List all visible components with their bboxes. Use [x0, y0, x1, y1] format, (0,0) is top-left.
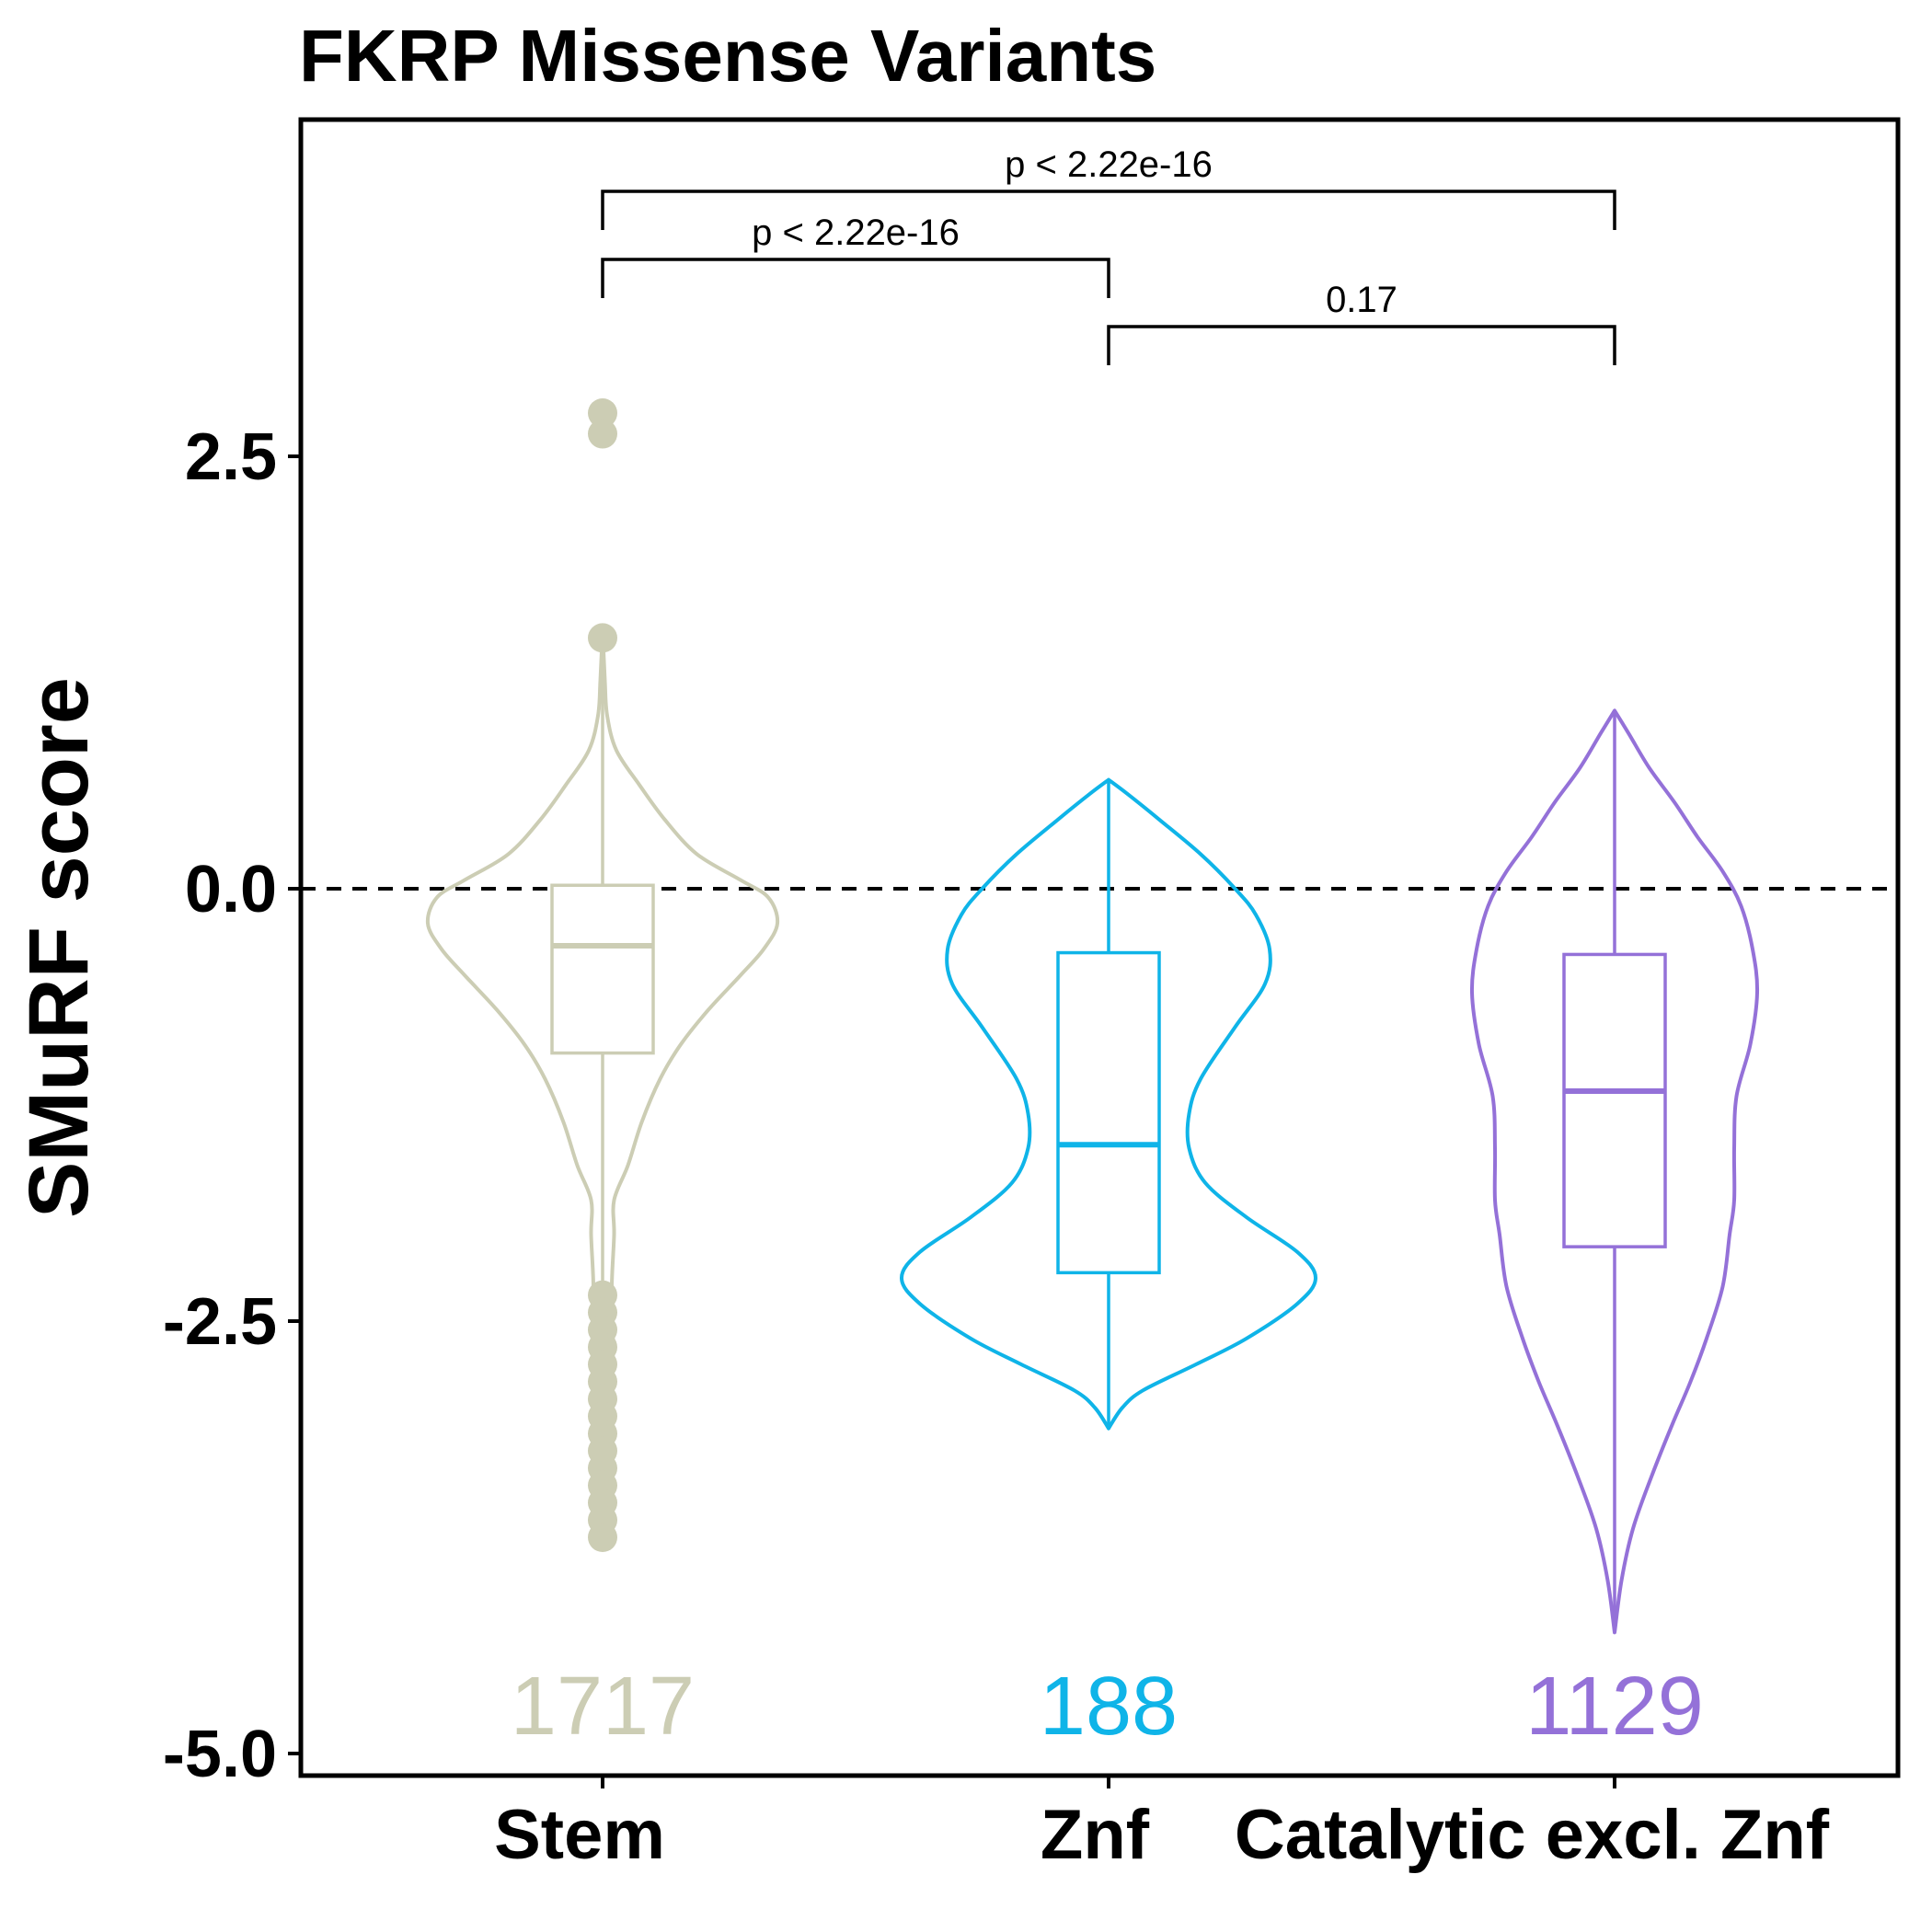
y-tick-label: -2.5	[163, 1285, 277, 1359]
chart-title: FKRP Missense Variants	[299, 15, 1156, 97]
significance-brackets: p < 2.22e-16 p < 2.22e-16 0.17	[601, 144, 1616, 365]
plot-frame	[298, 117, 1901, 1778]
violin-layer	[425, 398, 1760, 1635]
x-tick-label: Catalytic excl. Znf	[1235, 1796, 1830, 1874]
p-value-label: p < 2.22e-16	[1005, 144, 1213, 185]
box-iqr	[550, 883, 655, 1055]
comparison-bracket: p < 2.22e-16	[601, 213, 1110, 298]
violin-group-stem	[425, 398, 780, 1552]
y-axis-label: SMuRF score	[12, 677, 106, 1218]
p-value-label: 0.17	[1326, 280, 1397, 320]
comparison-bracket: 0.17	[1107, 280, 1616, 365]
y-tick-label: 2.5	[185, 420, 277, 494]
outlier-point	[588, 1523, 617, 1552]
outlier-point	[588, 419, 617, 449]
x-axis: Stem Znf Catalytic excl. Znf	[494, 1776, 1830, 1874]
group-count-label: 1717	[511, 1661, 695, 1753]
p-value-label: p < 2.22e-16	[752, 213, 960, 253]
box-iqr	[1056, 950, 1161, 1275]
group-count-label: 188	[1040, 1661, 1178, 1753]
outlier-point	[588, 398, 617, 428]
outlier-point	[588, 623, 617, 653]
y-tick-label: -5.0	[163, 1718, 277, 1791]
y-axis: 2.5 0.0 -2.5 -5.0	[163, 420, 301, 1791]
box-iqr	[1562, 952, 1667, 1248]
bracket-line	[1107, 325, 1616, 365]
comparison-bracket: p < 2.22e-16	[601, 144, 1616, 230]
group-counts: 1717 188 1129	[511, 1661, 1704, 1753]
y-tick-label: 0.0	[185, 853, 277, 926]
bracket-line	[601, 190, 1616, 230]
x-tick-label: Znf	[1041, 1796, 1150, 1874]
group-count-label: 1129	[1525, 1661, 1704, 1753]
violin-group-znf	[900, 777, 1317, 1431]
violin-group-catalytic-excl-znf	[1469, 708, 1760, 1635]
x-tick-label: Stem	[494, 1796, 665, 1874]
bracket-line	[601, 258, 1110, 298]
